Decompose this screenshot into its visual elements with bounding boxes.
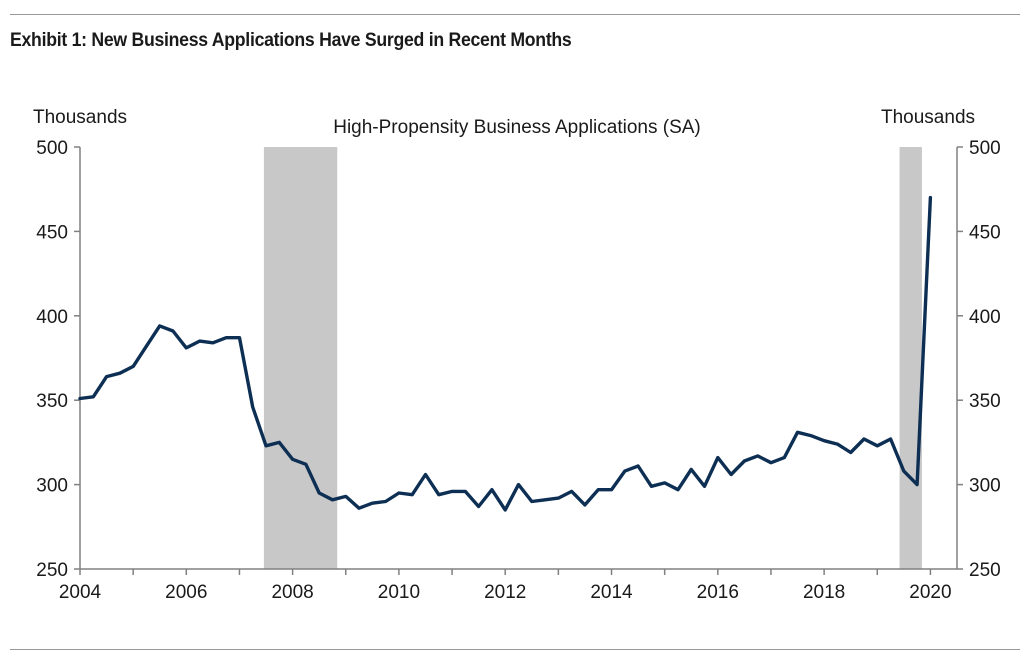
left-y-tick-label: 450	[36, 222, 68, 243]
x-tick-label: 2006	[165, 582, 207, 603]
x-tick-label: 2008	[271, 582, 313, 603]
tick-label-layer: 250 250 300 300 350 350 400 400 450 450 500 500 2004…	[36, 138, 1000, 603]
recession-shading-layer	[263, 147, 922, 569]
chart-title: High-Propensity Business Applications (S…	[333, 117, 701, 138]
left-unit-label: Thousands	[33, 107, 127, 128]
right-y-tick-label: 400	[969, 307, 1001, 328]
top-rule	[10, 14, 1020, 15]
recession-band-2	[899, 147, 922, 569]
x-tick-label: 2004	[59, 582, 102, 603]
series-line-1	[78, 195, 933, 512]
right-y-tick-label: 250	[969, 560, 1001, 581]
x-tick-label: 2012	[484, 582, 526, 603]
right-y-tick-label: 350	[969, 391, 1001, 412]
x-tick-label: 2014	[590, 582, 633, 603]
bottom-rule	[10, 649, 1020, 650]
x-tick-label: 2010	[378, 582, 420, 603]
left-y-tick-label: 500	[36, 138, 68, 159]
x-tick-label: 2020	[909, 582, 951, 603]
left-y-tick-label: 400	[36, 307, 68, 328]
axes-layer	[74, 146, 963, 575]
recession-band-1	[263, 147, 338, 569]
left-y-tick-label: 250	[36, 560, 68, 581]
right-y-tick-label: 500	[969, 138, 1001, 159]
series-layer	[78, 195, 933, 512]
right-unit-label: Thousands	[881, 107, 975, 128]
exhibit-title: Exhibit 1: New Business Applications Hav…	[10, 30, 572, 51]
right-y-tick-label: 300	[969, 476, 1001, 497]
right-y-tick-label: 450	[969, 222, 1001, 243]
x-tick-label: 2018	[803, 582, 845, 603]
x-tick-label: 2016	[697, 582, 739, 603]
left-y-tick-label: 350	[36, 391, 68, 412]
left-y-tick-label: 300	[36, 476, 68, 497]
